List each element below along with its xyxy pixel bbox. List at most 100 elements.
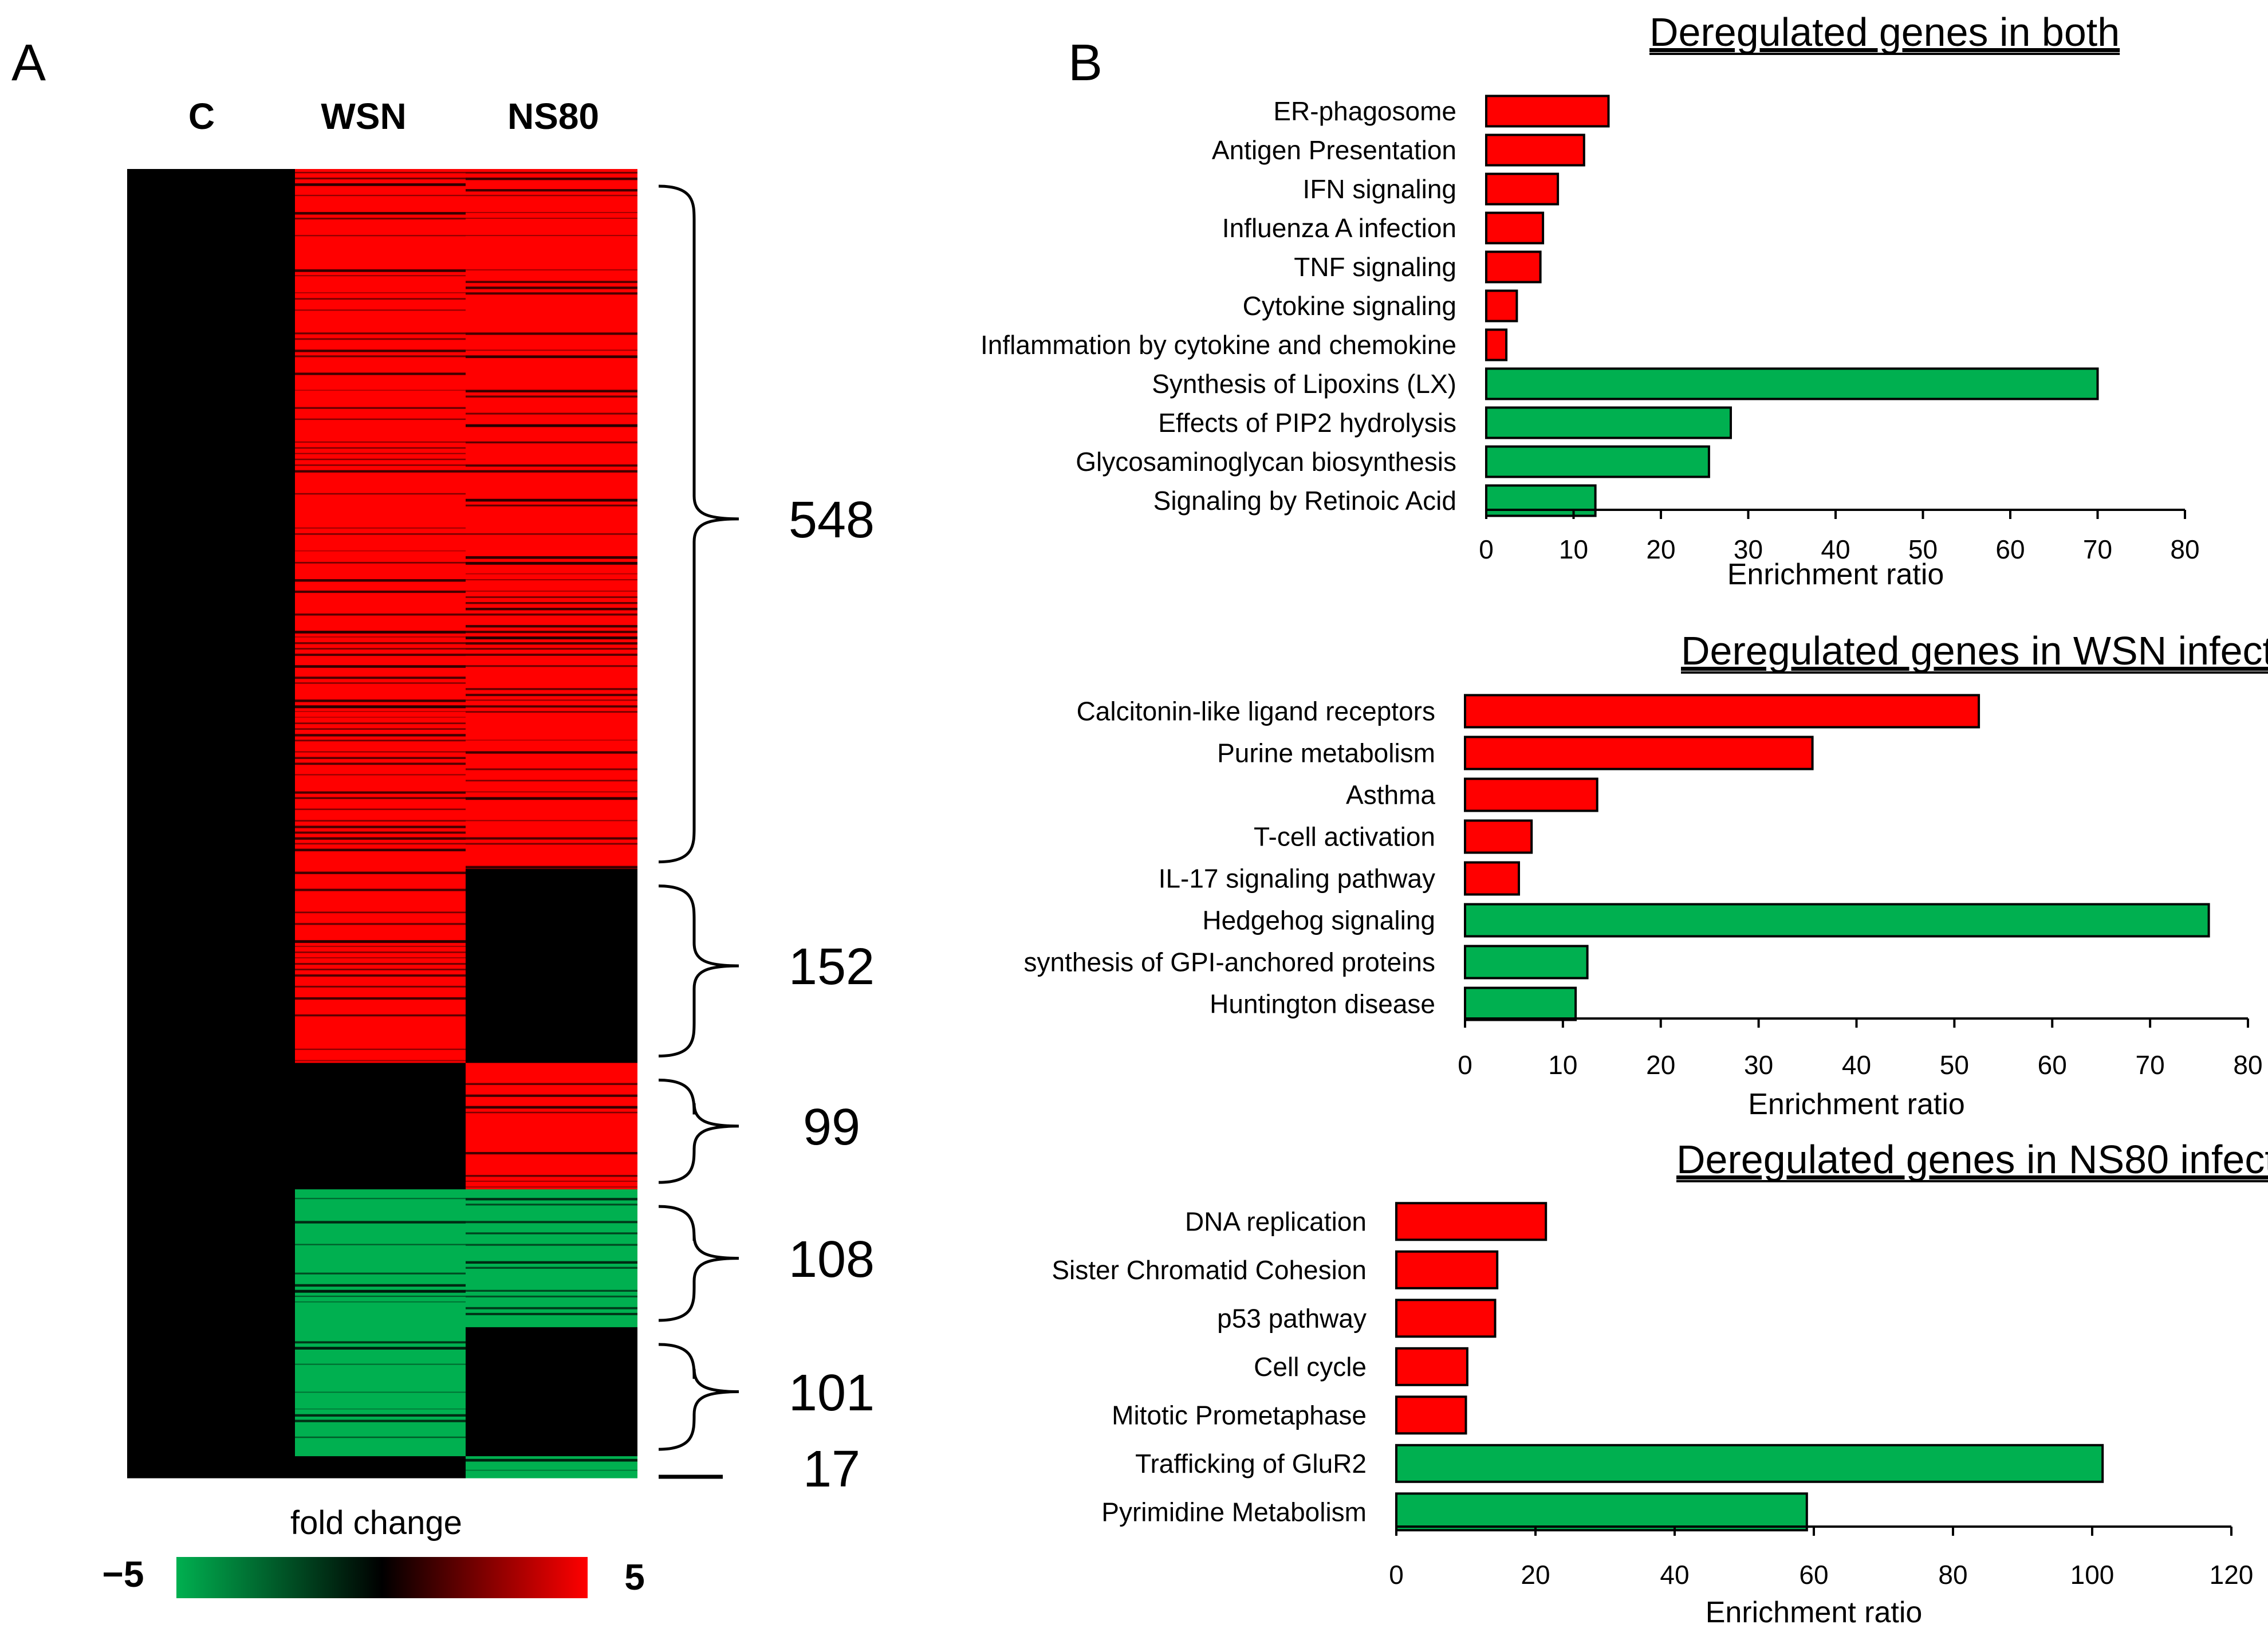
heatmap-stripe <box>466 648 637 650</box>
heatmap-stripe <box>466 1267 637 1269</box>
heatmap-stripe <box>295 751 466 753</box>
heatmap-cell-c-group-5 <box>127 1327 295 1457</box>
heatmap-stripe <box>466 797 637 800</box>
group-bracket <box>658 1205 739 1322</box>
heatmap-stripe <box>466 636 637 639</box>
heatmap-stripe <box>466 1152 637 1155</box>
heatmap-stripe <box>295 1272 466 1275</box>
heatmap-stripe <box>295 871 466 874</box>
heatmap-stripe <box>295 1436 466 1438</box>
heatmap-stripe <box>466 395 637 398</box>
x-tick-label: 20 <box>1646 1050 1675 1080</box>
bar-cell-cycle <box>1395 1347 1468 1386</box>
heatmap-stripe <box>295 614 466 616</box>
heatmap-stripe <box>295 493 466 495</box>
group-count-label: 101 <box>789 1364 875 1422</box>
heatmap-stripe <box>295 923 466 925</box>
heatmap-stripe <box>466 625 637 628</box>
group-count-label: 548 <box>789 491 875 549</box>
column-header-c: C <box>188 96 215 137</box>
category-label: Trafficking of GluR2 <box>1135 1449 1367 1478</box>
heatmap-cell-wsn-group-2 <box>295 868 466 1063</box>
heatmap-stripe <box>295 349 466 352</box>
x-tick-label: 60 <box>2038 1050 2067 1080</box>
heatmap-stripe <box>295 642 466 644</box>
heatmap-stripe <box>466 235 637 237</box>
bar-chart-1: Deregulated genes in both ER-phagosome Ant… <box>981 10 2200 591</box>
x-tick-label: 20 <box>1521 1560 1550 1590</box>
heatmap-stripe <box>295 717 466 718</box>
heatmap-stripe <box>295 407 466 409</box>
bar-dna-replication <box>1395 1202 1548 1241</box>
heatmap-cell-wsn-group-6 <box>295 1456 466 1478</box>
heatmap-stripe <box>466 504 637 507</box>
chart-title: Deregulated genes in WSN infected cells <box>1681 628 2268 673</box>
heatmap-stripe <box>295 1419 466 1422</box>
heatmap-stripe <box>466 642 637 645</box>
chart-title: Deregulated genes in both <box>1649 10 2120 54</box>
heatmap-stripe <box>466 705 637 708</box>
category-label: T-cell activation <box>1254 822 1435 852</box>
heatmap-stripe <box>295 848 466 852</box>
heatmap-stripe <box>295 550 466 552</box>
heatmap-stripe <box>466 820 637 821</box>
category-label: Hedgehog signaling <box>1202 906 1435 935</box>
colorbar-max-label: 5 <box>624 1556 645 1598</box>
heatmap-stripe <box>295 711 466 712</box>
x-tick-label: 80 <box>2233 1050 2262 1080</box>
heatmap-stripe <box>466 596 637 598</box>
heatmap-stripe <box>466 1289 637 1292</box>
heatmap-stripe <box>466 281 637 284</box>
heatmap-stripe <box>295 338 466 340</box>
heatmap-stripe <box>466 631 637 634</box>
heatmap-stripe <box>466 212 637 213</box>
heatmap-column-headers: C WSN NS80 <box>188 96 599 137</box>
heatmap-stripe <box>466 1186 637 1187</box>
heatmap-cell-wsn-group-1 <box>295 169 466 870</box>
heatmap-stripe <box>466 172 637 174</box>
heatmap-stripe <box>295 843 466 845</box>
bar-er-phagosome <box>1485 95 1610 128</box>
category-label: Purine metabolism <box>1217 738 1435 768</box>
bar-p53-pathway <box>1395 1299 1497 1338</box>
x-axis-label: Enrichment ratio <box>1727 558 1944 591</box>
category-label: Cell cycle <box>1254 1352 1367 1382</box>
heatmap-stripe <box>466 740 637 741</box>
heatmap-stripe <box>295 963 466 965</box>
heatmap-stripe <box>466 1175 637 1177</box>
heatmap-stripe <box>295 1048 466 1050</box>
heatmap-stripe <box>466 441 637 443</box>
heatmap-stripe <box>295 888 466 891</box>
x-tick-label: 80 <box>2170 534 2199 564</box>
heatmap-stripe <box>295 1363 466 1365</box>
heatmap-stripe <box>295 665 466 668</box>
group-count-label: 17 <box>803 1441 860 1498</box>
heatmap-stripe <box>295 636 466 638</box>
heatmap-stripe <box>295 997 466 1000</box>
heatmap-stripe <box>295 762 466 765</box>
heatmap-stripe <box>466 218 637 219</box>
heatmap-cell-c-group-4 <box>127 1189 295 1328</box>
heatmap-stripe <box>295 1341 466 1344</box>
x-tick-label: 0 <box>1479 534 1494 564</box>
heatmap-stripe <box>466 688 637 690</box>
heatmap-stripe <box>466 498 637 502</box>
category-label: Cytokine signaling <box>1243 291 1456 321</box>
heatmap-cell-ns80-group-4 <box>466 1189 637 1328</box>
bar-ifn-signaling <box>1485 172 1560 206</box>
bar-influenza-a-infection <box>1485 211 1545 245</box>
heatmap-stripe <box>295 178 466 180</box>
bar-asthma <box>1464 777 1598 812</box>
heatmap-stripe <box>295 825 466 828</box>
heatmap-stripe <box>466 292 637 295</box>
heatmap-cell-ns80-group-2 <box>466 868 637 1063</box>
heatmap-stripe <box>466 768 637 770</box>
heatmap-stripe <box>295 974 466 977</box>
heatmap-stripe <box>295 705 466 709</box>
heatmap-stripe <box>295 631 466 634</box>
heatmap-stripe <box>466 189 637 192</box>
bar-t-cell-activation <box>1464 819 1533 854</box>
heatmap-stripe <box>295 458 466 461</box>
x-axis-label: Enrichment ratio <box>1748 1088 1965 1121</box>
bar-inflammation-by-cytokine-and-chemokine <box>1485 328 1508 361</box>
